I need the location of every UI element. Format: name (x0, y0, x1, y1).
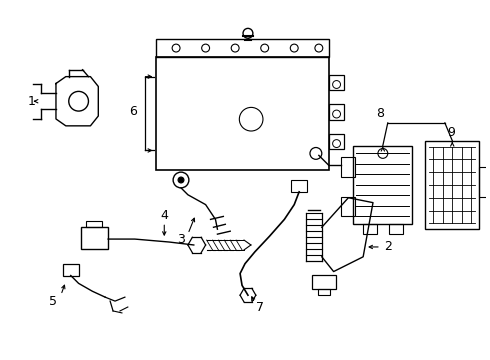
Bar (479, 167, 490, 197)
Bar (318, 289, 330, 295)
Text: 4: 4 (160, 209, 168, 222)
Bar (353, 145, 413, 224)
Bar (389, 224, 402, 234)
Circle shape (178, 177, 184, 183)
Bar (329, 75, 344, 90)
Text: 5: 5 (49, 294, 57, 307)
Bar (80, 227, 108, 249)
Text: 8: 8 (376, 107, 384, 120)
Text: 3: 3 (177, 233, 185, 246)
Text: 7: 7 (256, 301, 264, 315)
Bar (63, 264, 78, 275)
Bar (342, 157, 355, 177)
Text: 1: 1 (27, 95, 35, 108)
Bar (425, 141, 479, 229)
Text: 6: 6 (129, 105, 137, 118)
Bar (156, 57, 329, 170)
Bar (363, 224, 377, 234)
Bar (86, 221, 102, 227)
Text: 2: 2 (384, 240, 392, 253)
Bar (291, 180, 307, 192)
Text: 9: 9 (447, 126, 455, 139)
Bar (329, 104, 344, 120)
Bar (156, 39, 329, 57)
Bar (329, 134, 344, 149)
Bar (312, 275, 336, 289)
Bar (342, 197, 355, 216)
